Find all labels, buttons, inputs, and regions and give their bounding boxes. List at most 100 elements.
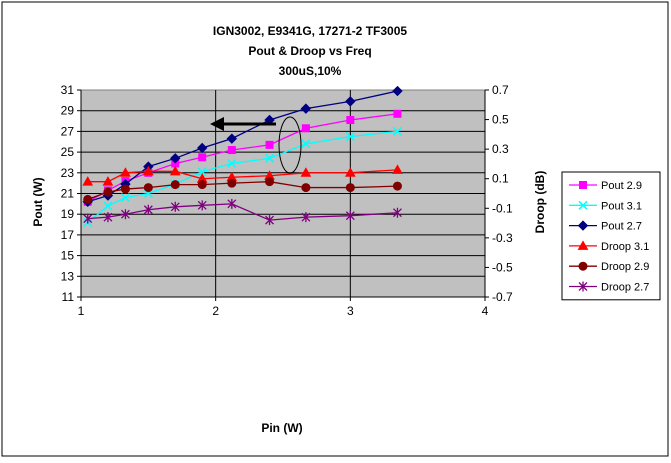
data-point-pout-3-1 — [103, 201, 113, 211]
data-point-pout-2-7 — [170, 153, 181, 164]
legend-item-droop-3-1: Droop 3.1 — [569, 240, 649, 253]
data-point-droop-2-9 — [301, 183, 311, 193]
legend-label: Droop 3.1 — [601, 241, 649, 253]
data-point-droop-2-9 — [170, 180, 180, 190]
series-droop-3-1 — [82, 164, 403, 186]
y-left-tick-label: 17 — [61, 228, 75, 242]
y-left-tick-label: 25 — [61, 145, 75, 159]
data-point-droop-2-7 — [227, 198, 237, 209]
data-point-droop-2-7 — [170, 201, 180, 212]
x-tick-label: 4 — [482, 304, 489, 318]
data-point-droop-2-7 — [103, 212, 113, 223]
y-left-tick-label: 27 — [61, 124, 75, 138]
data-point-droop-3-1 — [82, 176, 94, 186]
data-point-droop-3-1 — [102, 176, 114, 186]
data-point-droop-2-9 — [120, 184, 130, 194]
data-point-droop-2-9 — [143, 183, 153, 193]
y-right-tick-label: 0.5 — [492, 113, 509, 127]
data-point-droop-2-9 — [103, 187, 113, 197]
left-arrow-icon — [210, 117, 224, 131]
data-point-pout-3-1 — [265, 153, 275, 163]
y-right-tick-label: -0.7 — [492, 290, 513, 304]
annotation-ellipse — [278, 116, 302, 174]
data-point-droop-3-1 — [392, 164, 403, 174]
data-point-droop-3-1 — [300, 167, 312, 177]
data-point-pout-2-9 — [393, 109, 402, 118]
data-point-droop-2-9 — [265, 177, 275, 187]
data-point-pout-3-1 — [227, 158, 237, 169]
y-right-tick-label: 0.3 — [492, 142, 509, 156]
legend-item-pout-2-7: Pout 2.7 — [569, 220, 642, 233]
legend-marker — [579, 181, 587, 189]
data-point-droop-2-7 — [345, 210, 355, 221]
legend-marker — [578, 261, 588, 271]
series-droop-2-9 — [83, 177, 402, 204]
data-point-droop-2-7 — [393, 207, 402, 218]
y-left-tick-label: 31 — [61, 83, 75, 97]
data-point-pout-3-1 — [120, 193, 130, 203]
x-tick-label: 2 — [212, 304, 219, 318]
y-right-tick-label: -0.5 — [492, 260, 513, 274]
data-point-droop-2-7 — [301, 212, 311, 223]
data-point-droop-3-1 — [169, 165, 181, 176]
data-point-droop-2-9 — [392, 181, 402, 191]
data-point-pout-3-1 — [345, 132, 355, 142]
x-axis-label: Pin (W) — [261, 421, 302, 435]
data-point-pout-2-9 — [346, 116, 355, 125]
y-left-tick-label: 13 — [61, 269, 75, 283]
data-point-pout-2-7 — [196, 142, 208, 154]
y-axis-left-label: Pout (W) — [31, 177, 45, 226]
legend-marker — [577, 220, 589, 231]
chart-title-line-3: 300uS,10% — [279, 64, 342, 78]
legend-marker — [578, 200, 588, 210]
series-droop-2-7 — [83, 198, 402, 226]
legend-item-pout-3-1: Pout 3.1 — [569, 200, 642, 212]
data-point-pout-3-1 — [392, 126, 402, 136]
data-point-pout-2-7 — [226, 133, 238, 144]
data-point-droop-2-7 — [143, 204, 153, 215]
x-tick-label: 1 — [78, 304, 85, 318]
data-point-pout-3-1 — [197, 167, 207, 177]
data-point-pout-2-9 — [301, 124, 310, 133]
y-right-tick-label: -0.3 — [492, 231, 513, 245]
data-point-pout-2-7 — [392, 85, 403, 97]
legend-label: Droop 2.7 — [601, 282, 649, 294]
data-point-pout-2-7 — [345, 96, 356, 107]
legend-item-droop-2-7: Droop 2.7 — [569, 281, 649, 294]
y-left-tick-label: 21 — [61, 187, 75, 201]
data-point-droop-3-1 — [142, 165, 154, 176]
data-point-pout-2-9 — [227, 146, 236, 155]
data-point-droop-2-7 — [265, 215, 274, 226]
data-point-pout-2-7 — [300, 103, 312, 114]
y-left-tick-label: 29 — [61, 104, 75, 118]
chart-title-line-2: Pout & Droop vs Freq — [248, 44, 371, 58]
y-right-tick-label: 0.7 — [492, 83, 509, 97]
legend-label: Pout 3.1 — [601, 200, 642, 212]
legend-marker — [578, 281, 588, 292]
legend-item-droop-2-9: Droop 2.9 — [569, 261, 649, 273]
y-left-tick-label: 15 — [61, 249, 75, 263]
data-point-droop-2-9 — [345, 183, 355, 193]
legend-marker — [577, 240, 589, 250]
legend: Pout 2.9 Pout 3.1 Pout 2.7 Droop 3.1 Droop 2… — [561, 171, 661, 301]
y-right-tick-label: 0.1 — [492, 172, 509, 186]
y-right-tick-label: -0.1 — [492, 201, 513, 215]
legend-label: Pout 2.9 — [601, 180, 642, 192]
x-tick-label: 3 — [347, 304, 354, 318]
data-point-droop-3-1 — [120, 167, 131, 177]
legend-box — [561, 171, 661, 301]
legend-label: Pout 2.7 — [601, 221, 642, 233]
data-point-droop-2-9 — [197, 180, 207, 190]
data-point-droop-2-9 — [227, 178, 237, 188]
data-point-droop-2-7 — [120, 209, 130, 220]
data-point-pout-2-9 — [265, 140, 274, 149]
y-left-tick-label: 19 — [61, 207, 75, 221]
y-left-tick-label: 23 — [61, 166, 75, 180]
legend-item-pout-2-9: Pout 2.9 — [569, 180, 642, 192]
y-left-tick-label: 11 — [62, 290, 75, 304]
data-point-pout-2-9 — [198, 153, 207, 162]
data-point-droop-3-1 — [344, 167, 356, 177]
data-point-pout-3-1 — [301, 139, 311, 149]
